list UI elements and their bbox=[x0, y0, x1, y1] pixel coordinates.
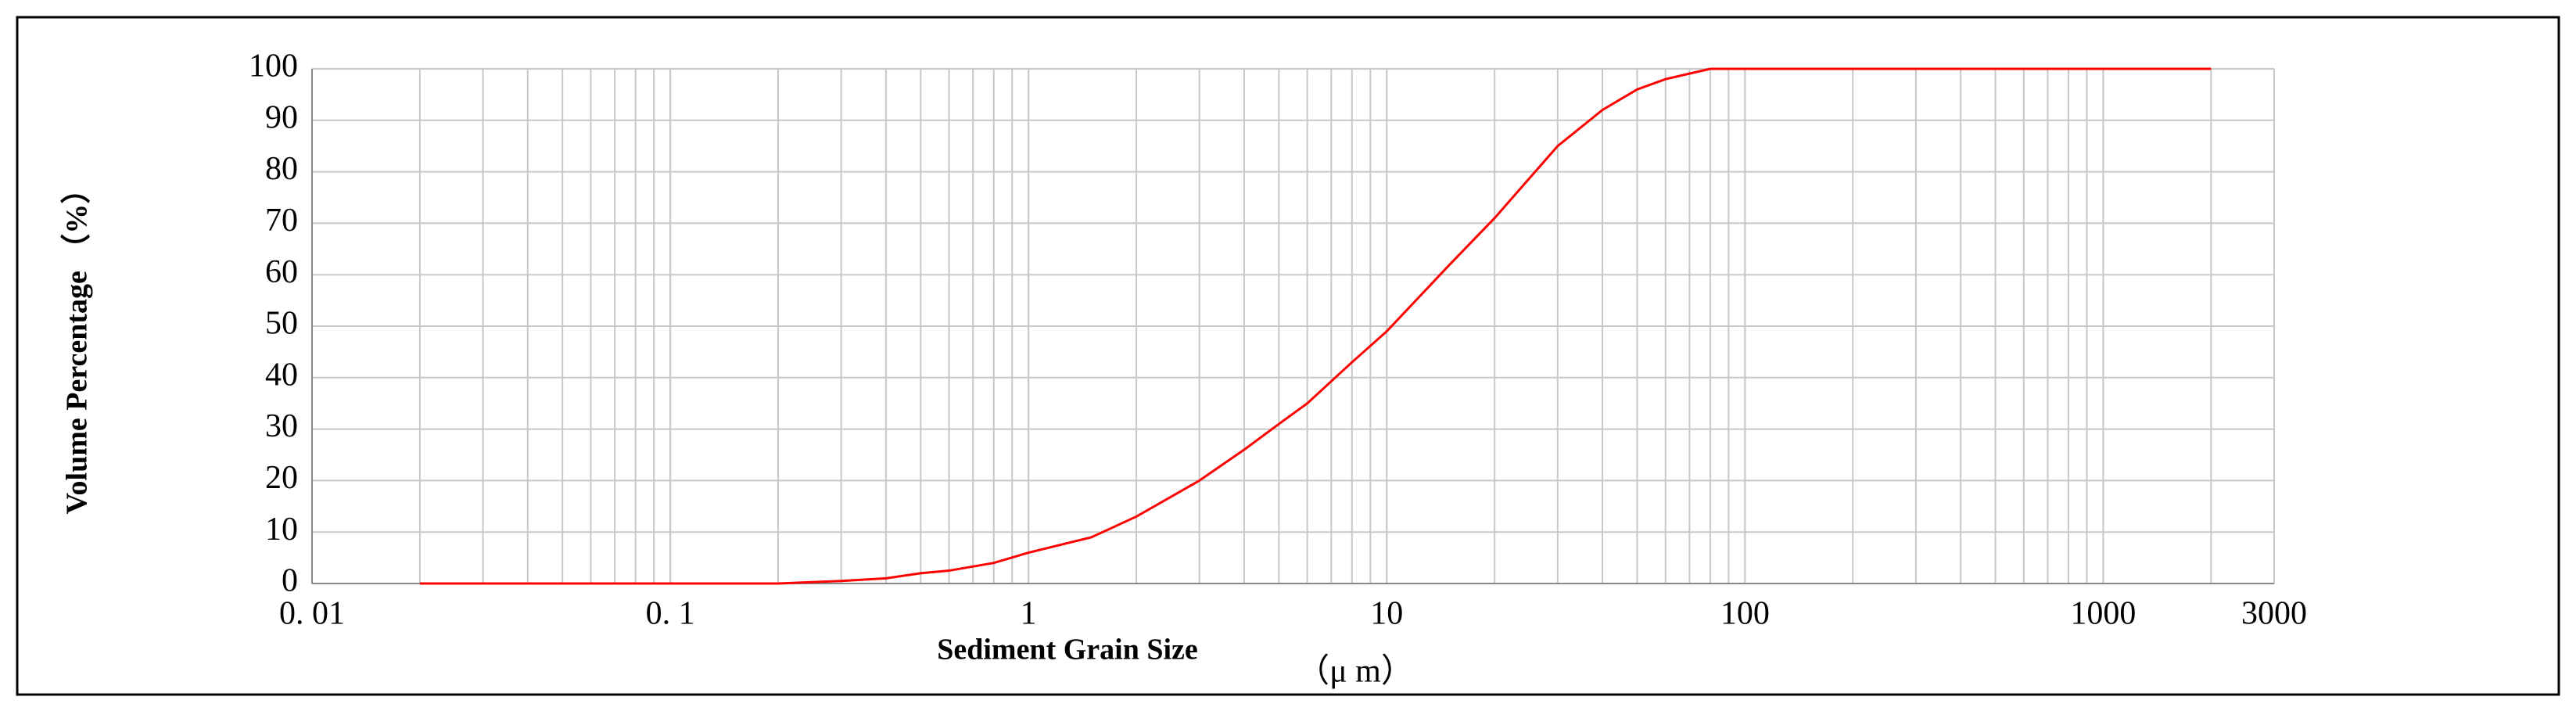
y-tick-label: 40 bbox=[265, 357, 298, 393]
x-tick-label: 1000 bbox=[2070, 596, 2136, 632]
data-line bbox=[419, 67, 2212, 585]
y-tick-label: 0 bbox=[282, 563, 298, 599]
y-tick-label: 70 bbox=[265, 203, 298, 239]
x-tick-label: 3000 bbox=[2241, 596, 2307, 632]
x-tick-label: 100 bbox=[1720, 596, 1770, 632]
y-tick-label: 10 bbox=[265, 512, 298, 548]
y-axis-title: Volume Percentage （%） bbox=[61, 174, 94, 515]
x-axis-title: Sediment Grain Size bbox=[937, 634, 1198, 666]
x-axis-unit: （μ m） bbox=[1297, 654, 1414, 690]
y-tick-label: 90 bbox=[265, 99, 298, 135]
x-tick-label: 0. 1 bbox=[646, 596, 695, 632]
y-tick-label: 30 bbox=[265, 408, 298, 444]
y-tick-label: 100 bbox=[249, 48, 298, 84]
y-tick-label: 20 bbox=[265, 460, 298, 496]
chart-frame bbox=[16, 16, 2560, 696]
y-tick-label: 60 bbox=[265, 254, 298, 290]
x-tick-label: 10 bbox=[1370, 596, 1403, 632]
x-tick-label: 0. 01 bbox=[279, 596, 345, 632]
x-tick-label: 1 bbox=[1021, 596, 1037, 632]
y-tick-label: 80 bbox=[265, 151, 298, 187]
y-tick-label: 50 bbox=[265, 306, 298, 342]
